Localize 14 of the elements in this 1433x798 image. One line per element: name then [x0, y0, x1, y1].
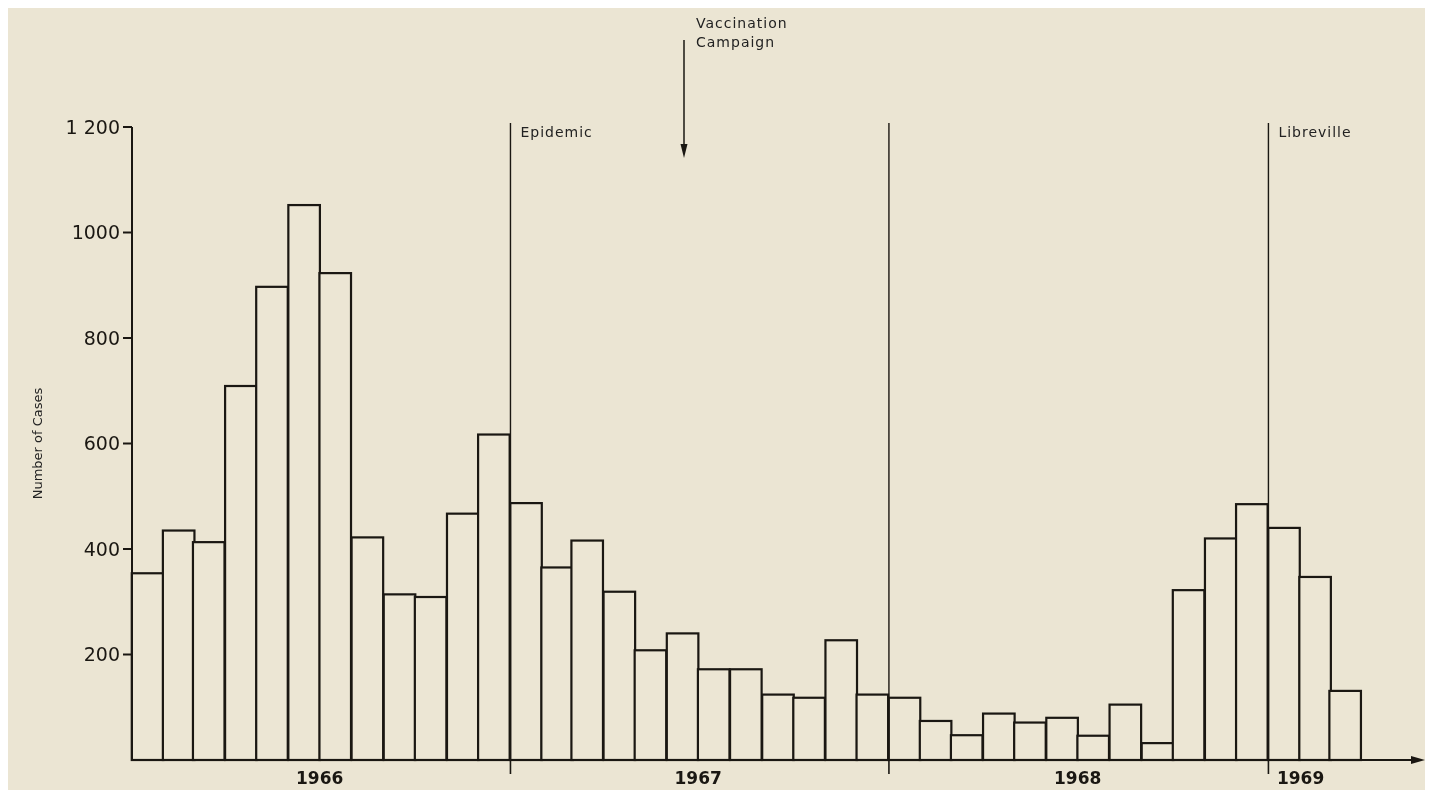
x-tick-label: 1967	[674, 768, 722, 788]
y-tick-label: 800	[83, 326, 120, 349]
y-axis-title: Number of Cases	[30, 387, 45, 500]
ref-line-label: Libreville	[1278, 124, 1352, 140]
x-tick-label: 1968	[1053, 768, 1102, 788]
ref-line-label: Epidemic	[520, 124, 593, 140]
x-tick-label: 1966	[296, 768, 344, 788]
y-tick-label: 600	[83, 432, 120, 455]
y-tick-label: 200	[83, 643, 120, 666]
y-tick-label: 400	[83, 537, 120, 560]
x-tick-label: 1969	[1276, 768, 1325, 788]
y-tick-label: 1000	[71, 221, 120, 244]
text: Vaccination Campaign	[696, 15, 788, 50]
y-tick-label: 1 200	[65, 115, 120, 138]
